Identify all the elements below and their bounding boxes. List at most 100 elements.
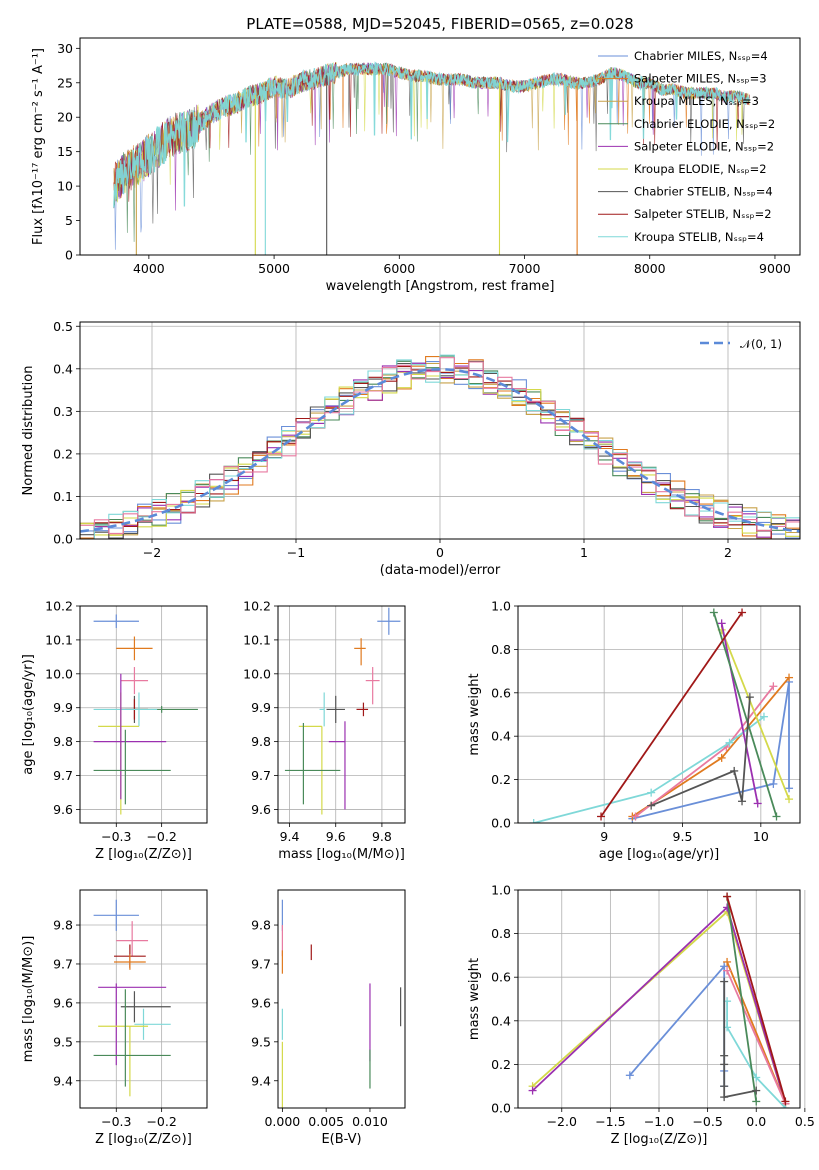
mass-weight-vs-Z-xtick-label: −1.5 — [595, 1114, 625, 1129]
spectrum-xtick-label: 9000 — [759, 261, 791, 276]
residuals-xlabel: (data-model)/error — [380, 563, 501, 578]
mass-weight-vs-Z-ylabel: mass weight — [467, 958, 482, 1040]
legend-entry: Chabrier MILES, Nₛₛₚ=4 — [634, 49, 768, 63]
weight-series-4 — [720, 623, 759, 804]
mass-weight-vs-age-ytick-label: 0.0 — [491, 816, 511, 831]
mass-vs-EBV-xtick-label: 0.010 — [352, 1114, 388, 1129]
mass-vs-Z-ytick-label: 9.8 — [53, 918, 73, 933]
spectrum-series-7 — [113, 62, 750, 202]
mass-weight-vs-age-ytick-label: 0.8 — [491, 642, 511, 657]
age-vs-Z-ytick-label: 9.8 — [53, 734, 73, 749]
spectrum-series-8 — [113, 61, 751, 208]
mass-vs-EBV-axes: 0.000 0.005 0.010 9.4 9.5 9.6 9.7 9.8 E(B-V) — [251, 889, 406, 1147]
age-vs-Z-ylabel: age [log₁₀(age/yr)] — [21, 654, 36, 775]
age-vs-Z-xtick-label: −0.3 — [101, 829, 131, 844]
mass-vs-EBV-xtick-label: 0.005 — [308, 1114, 344, 1129]
legend-entry: Chabrier STELIB, Nₛₛₚ=4 — [634, 185, 773, 199]
mass-vs-EBV-xtick-label: 0.000 — [264, 1114, 300, 1129]
spectrum-xtick-label: 5000 — [258, 261, 290, 276]
spectrum-axes: 4000 5000 6000 7000 8000 9000 0 5 10 15 20 25 30 wave… — [31, 37, 801, 294]
age-vs-mass-ytick-label: 10.2 — [243, 599, 271, 614]
mass-vs-Z-ytick-label: 9.5 — [53, 1034, 73, 1049]
legend-entry: Salpeter ELODIE, Nₛₛₚ=2 — [634, 139, 774, 153]
mass-weight-vs-age-ytick-label: 0.2 — [491, 772, 511, 787]
spectrum-frame — [79, 37, 801, 256]
mass-vs-EBV-ytick-label: 9.5 — [251, 1034, 271, 1049]
age-vs-mass-ytick-label: 9.9 — [251, 700, 271, 715]
spectrum-ytick-label: 0 — [65, 248, 73, 263]
age-vs-mass-xtick-label: 9.4 — [280, 829, 300, 844]
plots: 4000 5000 6000 7000 8000 9000051015202530wave… — [21, 37, 815, 1148]
spectrum-xtick-label: 6000 — [383, 261, 415, 276]
mass-weight-vs-Z-xtick-label: 0.0 — [746, 1114, 766, 1129]
weight-series-6 — [650, 697, 751, 807]
mass-weight-vs-age-frame — [517, 605, 801, 824]
legend-entry: Chabrier ELODIE, Nₛₛₚ=2 — [634, 117, 775, 131]
age-vs-mass-marks — [284, 607, 401, 815]
weight-series-9 — [726, 970, 787, 1104]
age-vs-mass-ytick-label: 9.8 — [251, 734, 271, 749]
residuals-ylabel: Normed distribution — [21, 366, 36, 496]
weight-series-6 — [723, 981, 757, 1099]
residuals-ytick-label: 0.3 — [53, 404, 73, 419]
age-vs-Z-marks — [93, 614, 198, 815]
weight-series-0 — [632, 681, 790, 820]
mass-weight-vs-age-xtick-label: 10 — [753, 829, 769, 844]
mass-weight-vs-age-axes: 9 9.5 10 0.0 0.2 0.4 0.6 0.8 1.0 age [log₁₀(age/y… — [467, 599, 801, 862]
spectrum-ylabel: Flux [fλ10⁻¹⁷ erg cm⁻² s⁻¹ A⁻¹] — [31, 48, 46, 245]
mass-vs-EBV-ytick-label: 9.7 — [251, 956, 271, 971]
age-vs-Z-ytick-label: 10.1 — [45, 632, 73, 647]
mass-weight-vs-age-xlabel: age [log₁₀(age/yr)] — [599, 847, 720, 862]
mass-vs-EBV-xlabel: E(B-V) — [321, 1132, 361, 1147]
mass-weight-vs-Z-xtick-label: −0.5 — [692, 1114, 722, 1129]
residuals-ytick-label: 0.5 — [53, 319, 73, 334]
age-vs-mass-ytick-label: 9.7 — [251, 768, 271, 783]
weight-series-7 — [726, 896, 787, 1102]
mass-weight-vs-age-xtick-label: 9.5 — [673, 829, 693, 844]
residuals-xtick-label: 2 — [724, 545, 732, 560]
mass-vs-Z-marks — [93, 899, 171, 1097]
mass-weight-vs-Z-axes: −2.0 −1.5 −1.0 −0.5 0.0 0.5 0.0 0.2 0.4 0.6 0.8 1.0… — [467, 883, 815, 1148]
mass-vs-EBV-ytick-label: 9.4 — [251, 1073, 271, 1088]
mass-vs-Z-ytick-label: 9.7 — [53, 956, 73, 971]
mass-vs-Z-xtick-label: −0.3 — [101, 1114, 131, 1129]
mass-weight-vs-Z-frame — [517, 889, 801, 1109]
spectrum-xtick-label: 4000 — [133, 261, 165, 276]
mass-weight-vs-age-ytick-label: 0.4 — [491, 729, 511, 744]
mass-weight-vs-Z-xtick-label: −1.0 — [644, 1114, 674, 1129]
spectrum-title: PLATE=0588, MJD=52045, FIBERID=0565, z=0… — [246, 15, 633, 33]
mass-vs-EBV-marks — [281, 899, 402, 1108]
spectrum-xtick-label: 8000 — [634, 261, 666, 276]
residuals-ytick-label: 0.2 — [53, 446, 73, 461]
weight-series-7 — [600, 611, 743, 818]
spectrum-ytick-label: 20 — [57, 110, 73, 125]
age-vs-Z-ytick-label: 10.0 — [45, 666, 73, 681]
mass-vs-Z-frame — [79, 889, 208, 1109]
residuals-xtick-label: −1 — [287, 545, 305, 560]
mass-vs-Z-xlabel: Z [log₁₀(Z/Z⊙)] — [95, 1132, 192, 1147]
age-vs-Z-xlabel: Z [log₁₀(Z/Z⊙)] — [95, 847, 192, 862]
age-vs-mass-xtick-label: 9.8 — [372, 829, 392, 844]
spectrum-ytick-label: 10 — [57, 179, 73, 194]
spectrum-xtick-label: 7000 — [509, 261, 541, 276]
age-vs-Z-ytick-label: 9.7 — [53, 768, 73, 783]
mass-weight-vs-Z-ytick-label: 0.0 — [491, 1101, 511, 1116]
age-vs-mass-xlabel: mass [log₁₀(M/M⊙)] — [278, 847, 405, 862]
mass-vs-Z-xtick-label: −0.2 — [146, 1114, 176, 1129]
legend-entry: Salpeter STELIB, Nₛₛₚ=2 — [634, 207, 772, 221]
mass-weight-vs-Z-ytick-label: 1.0 — [491, 883, 511, 898]
mass-weight-vs-Z-marks — [528, 892, 790, 1108]
weight-series-3 — [712, 612, 778, 817]
residuals-ytick-label: 0.0 — [53, 532, 73, 547]
mass-vs-Z-ytick-label: 9.6 — [53, 995, 73, 1010]
mass-weight-vs-Z-xtick-label: 0.5 — [795, 1114, 815, 1129]
age-vs-mass-frame — [277, 605, 406, 824]
age-vs-Z-ytick-label: 9.6 — [53, 802, 73, 817]
age-vs-mass-ytick-label: 10.0 — [243, 666, 271, 681]
age-vs-Z-axes: −0.3 −0.2 9.6 9.7 9.8 9.9 10.0 10.1 10.2 Z [log₁₀… — [21, 599, 208, 862]
mass-weight-vs-age-marks — [529, 608, 794, 823]
residuals-marks — [80, 354, 800, 539]
age-vs-mass-xtick-label: 9.6 — [326, 829, 346, 844]
legend-entry: Kroupa MILES, Nₛₛₚ=3 — [634, 94, 759, 108]
